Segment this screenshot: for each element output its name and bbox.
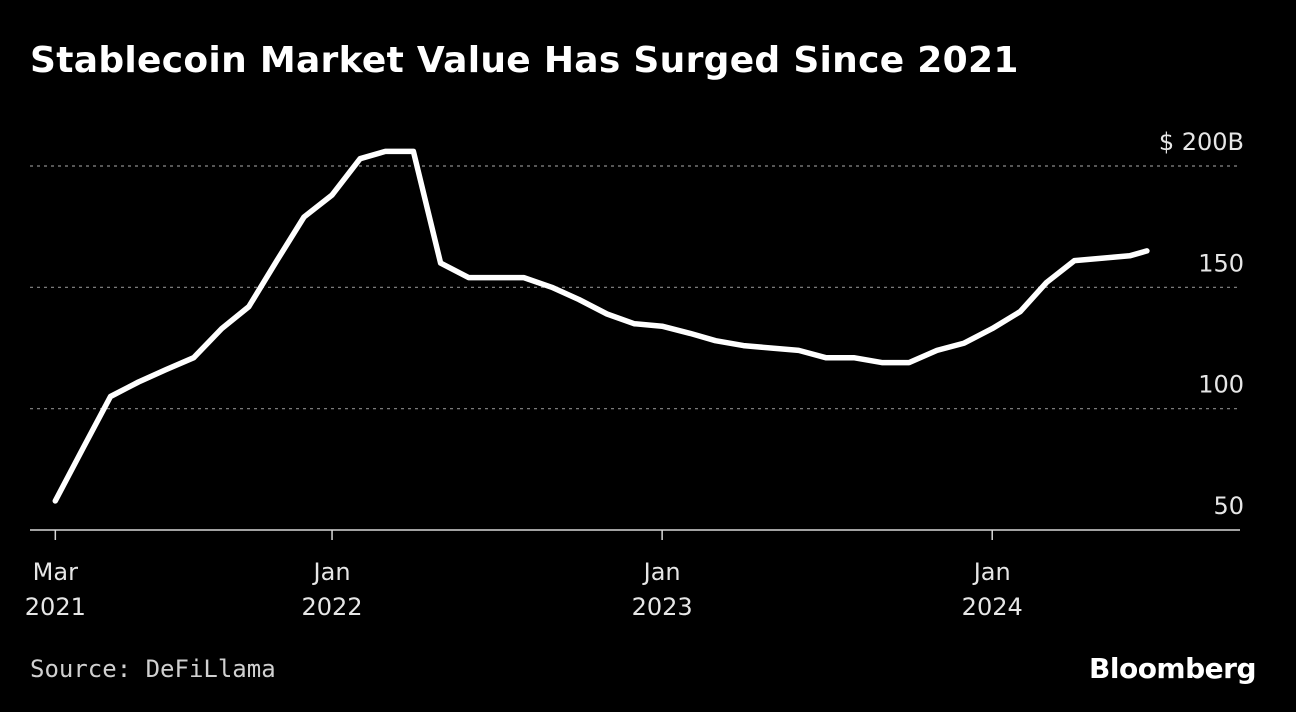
y-tick-label-150: 150 — [1198, 249, 1244, 277]
x-axis: Mar 2021 Jan 2022 Jan 2023 Jan 2024 — [25, 529, 1240, 621]
x-tick-year-2: 2023 — [632, 593, 693, 621]
x-tick-month-2: Jan — [642, 558, 681, 586]
y-tick-label-100: 100 — [1198, 371, 1244, 399]
x-tick-month-3: Jan — [972, 558, 1011, 586]
y-axis-ticks: 50 100 150 $ 200B — [1159, 128, 1244, 520]
series-group — [52, 148, 1150, 504]
x-tick-month-0: Mar — [33, 558, 78, 586]
source-note: Source: DeFiLlama — [30, 655, 276, 683]
x-tick-year-3: 2024 — [962, 593, 1023, 621]
series-line-0 — [52, 148, 1150, 504]
y-tick-label-200: $ 200B — [1159, 128, 1244, 156]
x-tick-year-1: 2022 — [302, 593, 363, 621]
gridlines — [30, 165, 1240, 410]
x-tick-month-1: Jan — [312, 558, 351, 586]
x-tick-year-0: 2021 — [25, 593, 86, 621]
bloomberg-logo: Bloomberg — [1089, 652, 1256, 685]
chart-title: Stablecoin Market Value Has Surged Since… — [30, 40, 1019, 81]
y-tick-label-50: 50 — [1213, 492, 1244, 520]
